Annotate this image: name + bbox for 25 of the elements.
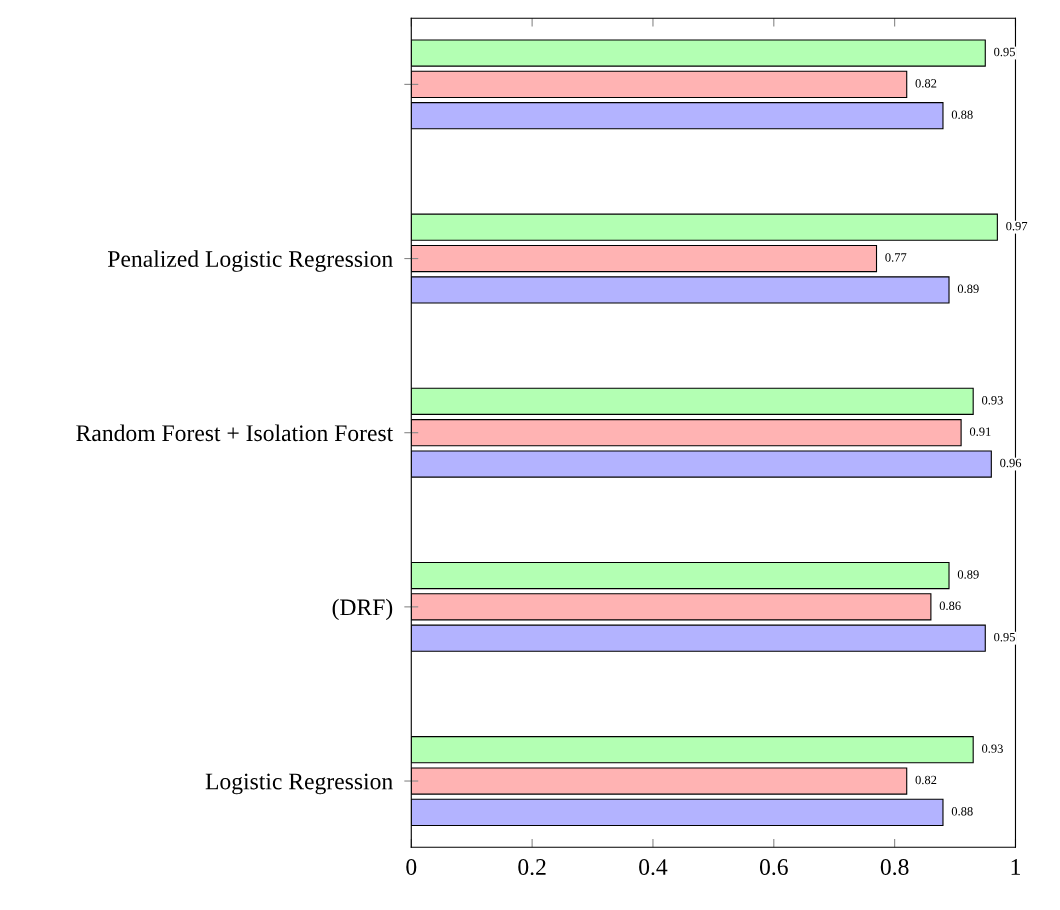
data-label: 0.95 xyxy=(994,632,1015,642)
x-tick-label: 0.4 xyxy=(639,859,668,876)
data-label: 0.95 xyxy=(994,47,1015,57)
x-tick-label: 0 xyxy=(406,859,417,875)
y-tick-label: Random Forest + Isolation Forest xyxy=(76,424,394,442)
y-tick-label: (DRF) xyxy=(332,598,393,621)
data-label: 0.96 xyxy=(1000,458,1022,468)
data-label: 0.88 xyxy=(951,807,973,816)
x-tick-label: 1 xyxy=(1011,859,1020,875)
data-label: 0.86 xyxy=(939,601,961,611)
data-label: 0.93 xyxy=(982,744,1003,753)
data-label: 0.91 xyxy=(969,427,991,436)
data-label: 0.82 xyxy=(915,775,937,785)
y-tick-label: Logistic Regression xyxy=(205,773,393,795)
data-label: 0.77 xyxy=(885,253,907,262)
y-tick-label: Penalized Logistic Regression xyxy=(108,250,393,272)
data-label: 0.97 xyxy=(1006,221,1028,231)
data-label: 0.82 xyxy=(915,79,937,88)
data-label: 0.89 xyxy=(957,284,979,294)
data-label: 0.88 xyxy=(951,110,973,119)
data-label: 0.89 xyxy=(957,570,979,579)
data-label: 0.93 xyxy=(982,396,1003,405)
x-tick-label: 0.2 xyxy=(518,859,546,876)
x-tick-label: 0.8 xyxy=(880,859,909,876)
x-tick-label: 0.6 xyxy=(759,859,788,876)
